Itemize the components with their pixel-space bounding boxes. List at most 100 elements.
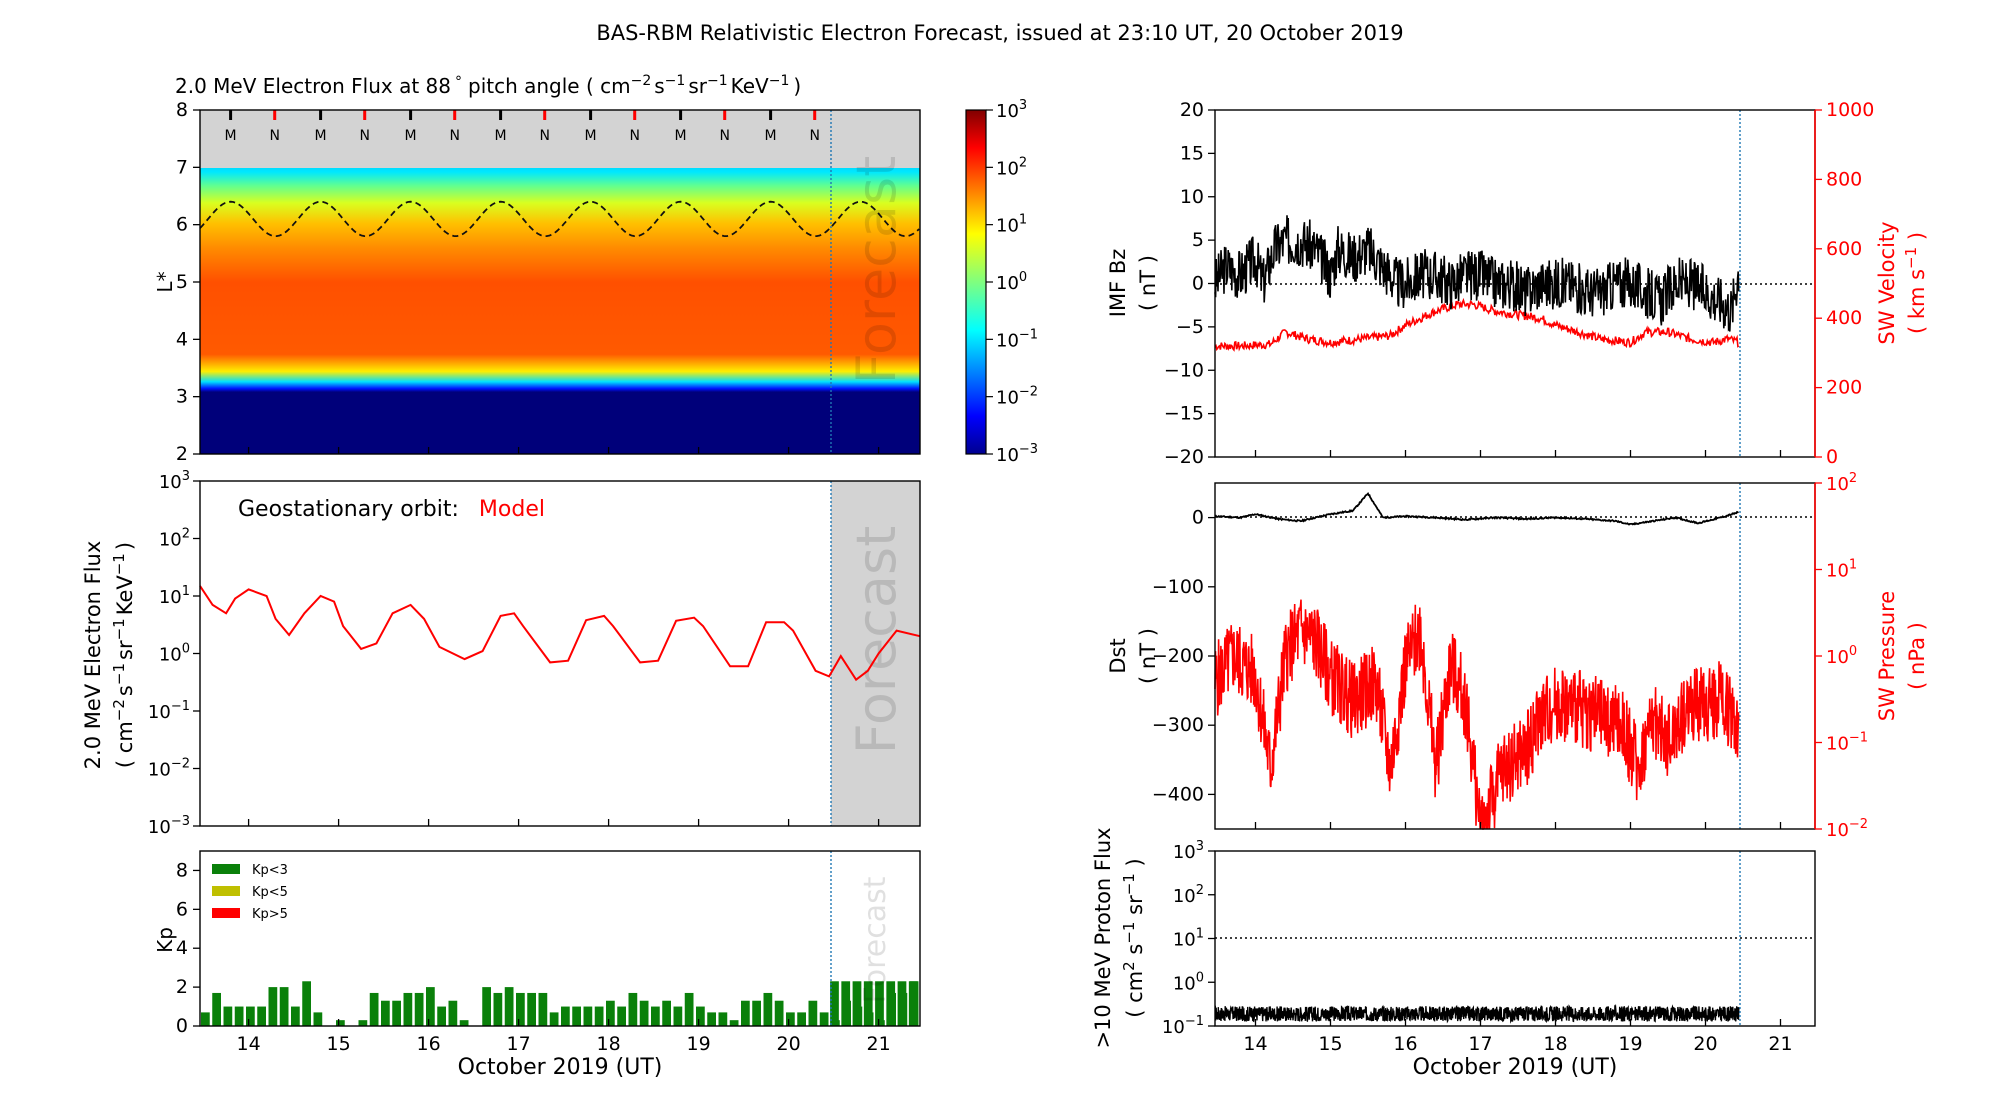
dst-ylabel-2: ( nT ) [1136, 628, 1160, 684]
flux-map-x-ticks [247, 447, 880, 454]
y-tick-label: 0 [1192, 507, 1204, 529]
kp-bar [279, 987, 289, 1026]
geo-orbit-lstar-line [199, 200, 920, 237]
y-tick-label: 102 [159, 527, 190, 551]
kp-bar [774, 1000, 784, 1026]
kp-bar [797, 1012, 806, 1026]
y-tick-label: 2 [176, 443, 188, 465]
mn-marker-label: M [405, 128, 417, 144]
kp-bar [381, 1000, 390, 1026]
kp-bar [808, 1000, 818, 1026]
y-tick-label: 10 [1180, 186, 1204, 208]
legend-swatch-kp5 [212, 886, 240, 896]
y-tick-label: −20 [1164, 446, 1204, 468]
kp-bar [538, 992, 548, 1026]
kp-bar [291, 1006, 300, 1026]
kp-bar [763, 992, 773, 1026]
proton-x-axis: 14 15 16 17 18 19 20 21 [1243, 1019, 1793, 1055]
colorbar-tick-label: 101 [996, 213, 1027, 237]
figure-title: BAS-RBM Relativistic Electron Forecast, … [596, 21, 1403, 45]
x-tick-label: 14 [237, 1033, 261, 1055]
kp-bar [459, 1020, 469, 1026]
mn-marker-label: N [719, 128, 729, 144]
y-tick-label: 7 [176, 156, 188, 178]
kp-bar [741, 1000, 750, 1026]
y-tick-label: 10−1 [148, 699, 190, 723]
proton-y-axis: 103 102 101 100 10−1 [1162, 839, 1215, 1038]
kp-bar [651, 1006, 660, 1026]
colorbar-tick-label: 10−1 [996, 327, 1038, 351]
colorbar-tick-label: 100 [996, 270, 1027, 294]
y-tick-label-right: 100 [1826, 644, 1857, 668]
kp-bar [527, 992, 536, 1026]
kp-bar [572, 1006, 581, 1026]
geo-flux-ylabel-1: 2.0 MeV Electron Flux [81, 541, 105, 770]
left-xlabel: October 2019 (UT) [458, 1055, 663, 1080]
flux-map-panel: 2.0 MeV Electron Flux at 88 ° pitch angle … [153, 73, 1038, 466]
colorbar-ticks: 103 102 101 100 10−1 10−2 10−3 [986, 98, 1038, 466]
imf-y-axis-right: 1000 800 600 400 200 0 [1815, 99, 1874, 468]
y-tick-label: 100 [1173, 970, 1204, 994]
x-tick-label: 17 [1468, 1033, 1492, 1055]
kp-forecast-bar [830, 981, 839, 1026]
imf-bz-line [1214, 215, 1740, 332]
legend-swatch-kp-high [212, 908, 240, 918]
mn-marker-label: N [269, 128, 279, 144]
kp-bar [561, 1006, 570, 1026]
kp-forecast-bar [863, 981, 873, 1026]
y-tick-label: 8 [176, 859, 188, 881]
y-tick-label: 6 [176, 898, 188, 920]
mn-marker-label: M [225, 128, 237, 144]
kp-ylabel: Kp [153, 927, 177, 953]
dst-line [1214, 491, 1739, 526]
kp-bar [437, 1006, 446, 1026]
imf-x-ticks [1254, 450, 1782, 457]
legend-kp5: Kp<5 [252, 885, 288, 900]
kp-bar [696, 1006, 705, 1026]
kp-bar [819, 1012, 829, 1026]
imf-panel: 20 15 10 5 0 −5 −10 −15 −20 1000 800 600 400 200 0 IM… [1106, 99, 1929, 468]
geo-flux-x-ticks [247, 819, 880, 826]
geo-flux-y-axis: 103 102 101 100 10−1 10−2 10−3 [148, 469, 200, 838]
colorbar-tick-label: 10−3 [996, 442, 1038, 466]
kp-bar [212, 992, 221, 1026]
y-tick-label-right: 600 [1826, 238, 1862, 260]
y-tick-label: 103 [1173, 839, 1204, 863]
y-tick-label: −400 [1152, 783, 1204, 805]
geo-flux-model-line [199, 585, 921, 682]
kp-bar [223, 1006, 233, 1026]
y-tick-label: 4 [176, 937, 188, 959]
legend-kp-high: Kp>5 [252, 907, 288, 922]
kp-forecast-bar [852, 981, 862, 1026]
imf-ylabel-1: IMF Bz [1106, 249, 1130, 318]
kp-bar [752, 1000, 761, 1026]
y-tick-label-right: 102 [1826, 471, 1857, 495]
x-tick-label: 19 [687, 1033, 711, 1055]
kp-bar [684, 992, 694, 1026]
kp-bar [201, 1012, 210, 1026]
sw-velocity-line [1214, 297, 1740, 352]
kp-bar [707, 1012, 716, 1026]
dst-ylabel-1: Dst [1106, 638, 1130, 673]
y-tick-label: 0 [1192, 273, 1204, 295]
y-tick-label: 20 [1180, 99, 1204, 121]
y-tick-label-right: 200 [1826, 377, 1862, 399]
imf-ylabel-2: ( nT ) [1136, 255, 1160, 311]
kp-bar [358, 1020, 368, 1026]
geo-forecast-watermark: Forecast [845, 526, 908, 755]
kp-forecast-bar [886, 981, 896, 1026]
dst-y-axis-right: 102 101 100 10−1 10−2 [1815, 471, 1868, 841]
kp-bar [549, 1012, 559, 1026]
kp-bar [414, 992, 424, 1026]
kp-bar [594, 1006, 604, 1026]
x-tick-label: 18 [597, 1033, 621, 1055]
kp-bar [718, 1012, 728, 1026]
y-tick-label-right: 1000 [1826, 99, 1874, 121]
kp-bar [313, 1012, 323, 1026]
flux-map-ylabel: L* [153, 271, 177, 292]
kp-forecast-bar [841, 981, 851, 1026]
mn-marker-label: N [809, 128, 819, 144]
proton-flux-line [1214, 1003, 1740, 1024]
y-tick-label-right: 101 [1826, 558, 1857, 582]
